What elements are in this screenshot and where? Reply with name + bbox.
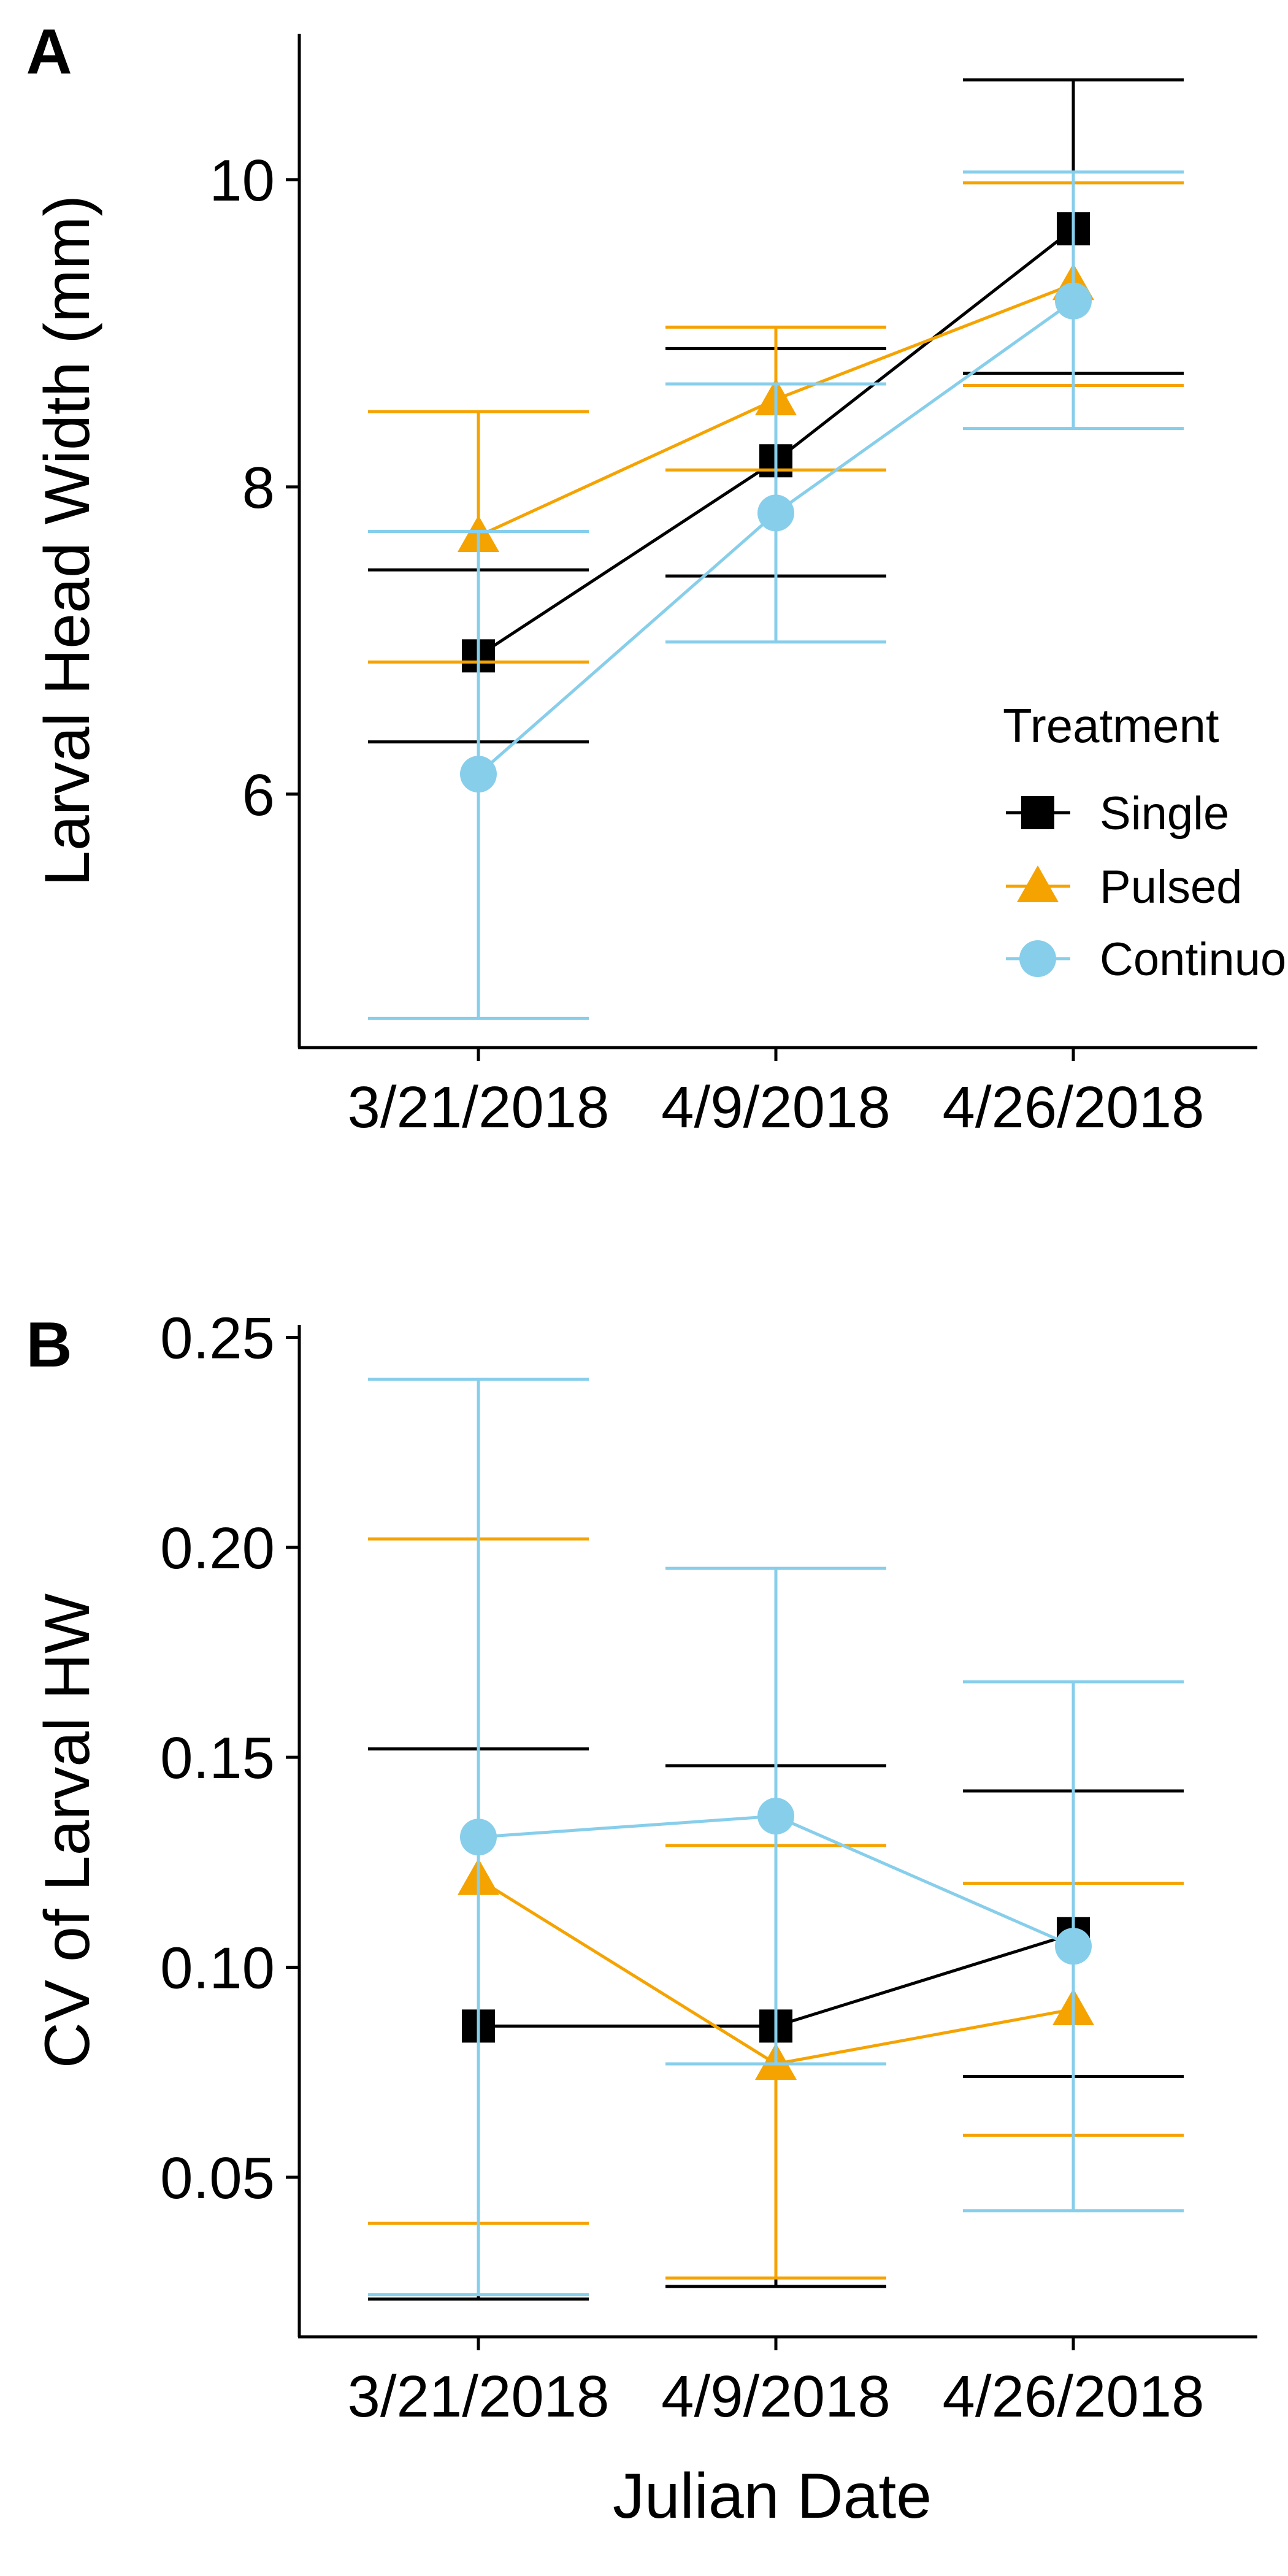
- panel-b: 0.05 0.10 0.15 0.20 0.25 3/21/2018 4/9/2018 4/2…: [26, 1306, 1257, 2532]
- legend-item-label: Continuous: [1100, 933, 1288, 986]
- legend-key-marker: [1017, 865, 1059, 902]
- legend-title: Treatment: [1003, 699, 1219, 753]
- series-continuous: [368, 1378, 1184, 2297]
- y-tick-label: 8: [242, 455, 275, 521]
- y-axis-title: CV of Larval HW: [32, 1593, 103, 2068]
- x-tick-label: 4/26/2018: [942, 2364, 1204, 2429]
- legend-key-marker: [1021, 796, 1054, 829]
- x-tick-label: 4/9/2018: [661, 2364, 891, 2429]
- x-tick-label: 4/9/2018: [661, 1075, 891, 1140]
- y-axis-title: Larval Head Width (mm): [32, 195, 103, 886]
- legend-key-marker: [1019, 940, 1056, 977]
- panel-label: B: [26, 1309, 72, 1381]
- data-point: [460, 756, 497, 793]
- legend-item-label: Pulsed: [1100, 861, 1242, 913]
- panel-label: A: [26, 17, 72, 88]
- data-point: [757, 494, 794, 532]
- x-axis-title: Julian Date: [613, 2461, 932, 2532]
- data-point: [1055, 1928, 1092, 1965]
- x-tick-label: 4/26/2018: [942, 1075, 1204, 1140]
- legend-item-label: Single: [1100, 788, 1229, 840]
- data-point: [460, 1819, 497, 1856]
- x-tick-label: 3/21/2018: [347, 2364, 609, 2429]
- y-tick-label: 0.05: [160, 2145, 275, 2211]
- y-tick-label: 6: [242, 762, 275, 828]
- y-tick-label: 0.15: [160, 1725, 275, 1791]
- y-tick-label: 0.20: [160, 1516, 275, 1581]
- data-point: [1055, 282, 1092, 320]
- y-tick-label: 0.25: [160, 1306, 275, 1371]
- legend: Treatment Single Pulsed Continuous: [1003, 699, 1288, 986]
- data-point: [757, 1798, 794, 1835]
- x-tick-label: 3/21/2018: [347, 1075, 609, 1140]
- y-tick-label: 10: [209, 148, 275, 213]
- panel-a: 6 8 10 3/21/2018 4/9/2018 4/26/2018 Larval Hea…: [26, 17, 1257, 1140]
- series-continuous: [368, 170, 1184, 1020]
- y-tick-label: 0.10: [160, 1936, 275, 2001]
